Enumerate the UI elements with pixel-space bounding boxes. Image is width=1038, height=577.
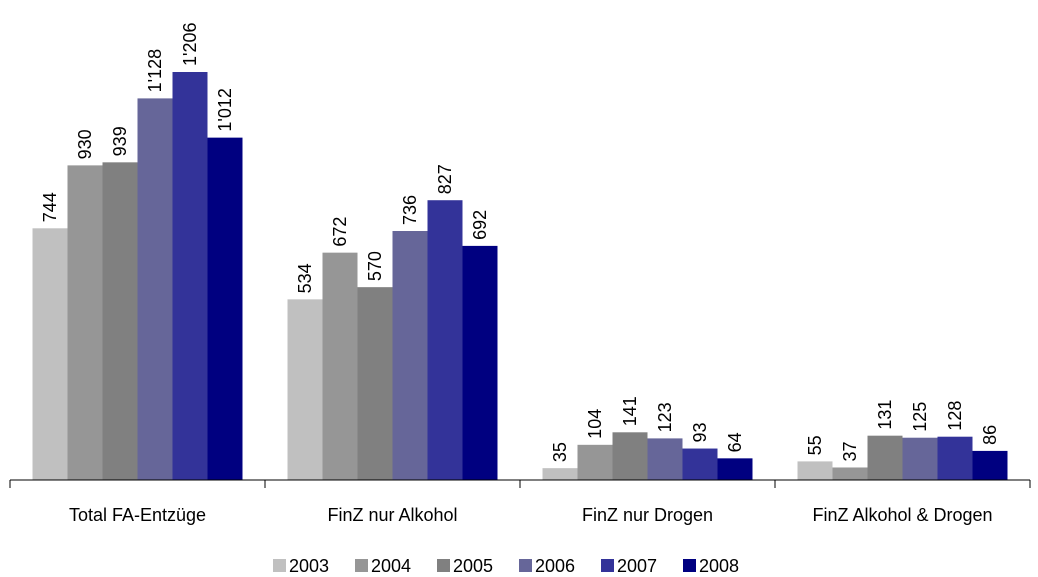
bar [137,98,173,480]
value-label: 930 [75,129,95,159]
value-label: 534 [295,263,315,293]
value-label: 64 [725,432,745,452]
bar [102,162,138,480]
legend-label: 2006 [535,556,575,576]
value-label: 1'206 [180,23,200,66]
value-label: 827 [435,164,455,194]
bar [32,228,68,480]
legend-swatch [683,559,696,572]
bar [67,165,103,480]
legend-swatch [519,559,532,572]
bar [647,438,683,480]
value-label: 1'012 [215,88,235,131]
value-label: 744 [40,192,60,222]
legend-swatch [355,559,368,572]
bar [717,458,753,480]
bar [357,287,393,480]
legend-label: 2003 [289,556,329,576]
value-label: 939 [110,126,130,156]
bar [207,137,243,480]
legend-swatch [601,559,614,572]
value-label: 86 [980,425,1000,445]
legend-label: 2008 [699,556,739,576]
value-label: 104 [585,409,605,439]
value-label: 672 [330,217,350,247]
bar [322,252,358,480]
bar [172,72,208,480]
value-label: 1'128 [145,49,165,92]
bar [577,444,613,480]
bar [937,436,973,480]
value-label: 55 [805,435,825,455]
bar [427,200,463,480]
x-tick-label: FinZ nur Drogen [582,505,713,525]
value-label: 35 [550,442,570,462]
x-tick-label: Total FA-Entzüge [69,505,206,525]
x-tick-label: FinZ nur Alkohol [327,505,457,525]
bar [612,432,648,480]
value-label: 736 [400,195,420,225]
bar [832,467,868,480]
bar [542,468,578,480]
legend-label: 2004 [371,556,411,576]
legend-swatch [273,559,286,572]
value-label: 131 [875,400,895,430]
bar [462,245,498,480]
bar [972,450,1008,480]
legend-label: 2007 [617,556,657,576]
bar [392,231,428,480]
value-label: 692 [470,210,490,240]
value-label: 125 [910,402,930,432]
legend-label: 2005 [453,556,493,576]
legend-swatch [437,559,450,572]
value-label: 141 [620,396,640,426]
x-tick-label: FinZ Alkohol & Drogen [812,505,992,525]
bar [867,435,903,480]
bar [797,461,833,480]
value-label: 123 [655,402,675,432]
value-label: 128 [945,401,965,431]
bar [902,437,938,480]
value-label: 570 [365,251,385,281]
value-label: 37 [840,441,860,461]
bar [287,299,323,480]
value-label: 93 [690,423,710,443]
bar [682,448,718,480]
